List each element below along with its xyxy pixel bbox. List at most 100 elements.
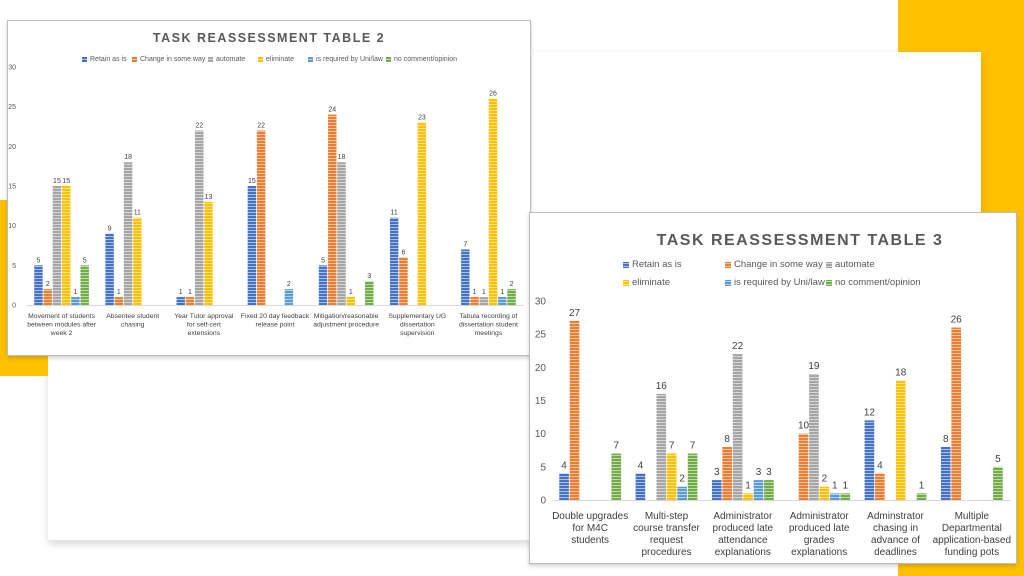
- data-label: 5: [83, 257, 87, 264]
- data-label: 7: [690, 441, 696, 452]
- bar-eliminate: [417, 122, 427, 306]
- bar-change-in-some-way: [722, 446, 733, 500]
- data-label: 8: [724, 434, 730, 445]
- chart-card-table-3: TASK REASSESSMENT TABLE 3 0 5 10 15 20 25 30 4 2…: [529, 212, 1017, 564]
- data-label: 4: [877, 460, 883, 471]
- bar-no-comment-opinion: [365, 281, 374, 305]
- data-label: 2: [510, 281, 514, 288]
- data-label: 23: [418, 115, 426, 122]
- data-label: 22: [257, 122, 265, 129]
- bar-change-in-some-way: [470, 297, 479, 305]
- y-tick-label: 5: [12, 263, 16, 270]
- legend-swatch-no-comment-opinion: [386, 57, 391, 62]
- y-tick-label: 25: [535, 330, 547, 341]
- category-label: Year Tutor approval for self-cert extensio…: [174, 313, 234, 337]
- data-label: 8: [943, 434, 949, 445]
- bar-is-required-by-uni-law: [753, 480, 764, 500]
- data-label: 1: [842, 480, 848, 491]
- bar-change-in-some-way: [875, 473, 885, 500]
- legend-swatch-retain-as-is: [623, 262, 629, 268]
- bar-no-comment-opinion: [80, 265, 89, 305]
- y-tick-label: 0: [12, 302, 16, 309]
- legend-label: automate: [835, 259, 875, 270]
- data-label: 4: [561, 460, 567, 471]
- legend-swatch-eliminate: [258, 57, 263, 62]
- data-label: 12: [864, 407, 876, 418]
- legend-swatch-automate: [208, 57, 213, 62]
- bar-retain-as-is: [864, 420, 875, 500]
- legend-swatch-is-required-by-uni-law: [725, 280, 731, 286]
- data-label: 1: [500, 289, 504, 296]
- data-label: 15: [53, 178, 61, 185]
- data-label: 1: [473, 289, 477, 296]
- data-label: 1: [745, 480, 751, 491]
- bar-is-required-by-uni-law: [498, 297, 507, 305]
- data-label: 18: [338, 154, 346, 161]
- bar-change-in-some-way: [798, 433, 809, 500]
- y-tick-label: 20: [535, 363, 547, 374]
- data-label: 18: [895, 368, 907, 379]
- bar-retain-as-is: [247, 186, 257, 305]
- data-label: 1: [349, 289, 353, 296]
- data-label: 2: [822, 474, 828, 485]
- data-label: 26: [489, 91, 497, 98]
- data-label: 4: [638, 460, 644, 471]
- data-label: 3: [766, 467, 772, 478]
- y-tick-label: 5: [540, 462, 546, 473]
- bar-automate: [479, 297, 489, 305]
- bar-change-in-some-way: [114, 297, 124, 305]
- data-label: 16: [656, 381, 668, 392]
- data-label: 3: [714, 467, 720, 478]
- legend-label: Change in some way: [734, 259, 823, 270]
- chart-table-2: TASK REASSESSMENT TABLE 2 05101520253052…: [8, 31, 524, 337]
- data-label: 22: [732, 341, 744, 352]
- y-tick-label: 10: [535, 429, 547, 440]
- legend-label: is required by Uni/law: [734, 277, 825, 288]
- bar-eliminate: [488, 98, 498, 305]
- data-label: 24: [328, 107, 336, 114]
- bar-change-in-some-way: [951, 327, 962, 500]
- data-label: 5: [36, 257, 40, 264]
- data-label: 13: [205, 194, 213, 201]
- bar-change-in-some-way: [185, 297, 195, 305]
- data-label: 5: [321, 257, 325, 264]
- bar-automate: [337, 162, 346, 305]
- bar-automate: [52, 186, 62, 305]
- bar-no-comment-opinion: [507, 289, 516, 305]
- legend-swatch-automate: [826, 262, 832, 268]
- bar-retain-as-is: [389, 217, 399, 305]
- y-tick-label: 30: [535, 297, 547, 308]
- bar-eliminate: [61, 186, 71, 305]
- bar-no-comment-opinion: [611, 453, 622, 500]
- category-label: Administrator produced late grades explanat…: [789, 511, 850, 558]
- bar-is-required-by-uni-law: [829, 493, 840, 500]
- data-label: 18: [124, 154, 132, 161]
- bar-eliminate: [819, 486, 830, 500]
- data-label: 7: [463, 241, 467, 248]
- bar-retain-as-is: [105, 233, 114, 305]
- legend-swatch-no-comment-opinion: [826, 280, 832, 286]
- y-tick-label: 0: [540, 496, 546, 507]
- data-label: 1: [179, 289, 183, 296]
- category-label: Double upgrades for M4C students: [552, 511, 628, 546]
- data-label: 2: [287, 281, 291, 288]
- legend-swatch-change-in-some-way: [725, 262, 731, 268]
- category-label: Multi-step course transfer request procedur…: [633, 511, 700, 558]
- data-label: 1: [482, 289, 486, 296]
- data-label: 9: [108, 226, 112, 233]
- bar-retain-as-is: [34, 265, 43, 305]
- bar-eliminate: [895, 380, 906, 500]
- bar-change-in-some-way: [399, 257, 408, 305]
- legend-swatch-retain-as-is: [82, 57, 87, 62]
- data-label: 1: [73, 289, 77, 296]
- legend-label: Retain as is: [632, 259, 682, 270]
- legend-label: automate: [216, 56, 245, 63]
- bar-retain-as-is: [635, 473, 646, 500]
- bar-automate: [123, 162, 133, 305]
- bar-no-comment-opinion: [993, 466, 1003, 500]
- bar-retain-as-is: [711, 480, 722, 500]
- bar-no-comment-opinion: [764, 480, 774, 500]
- bar-eliminate: [204, 201, 213, 305]
- bar-change-in-some-way: [569, 320, 580, 500]
- bar-automate: [656, 393, 667, 500]
